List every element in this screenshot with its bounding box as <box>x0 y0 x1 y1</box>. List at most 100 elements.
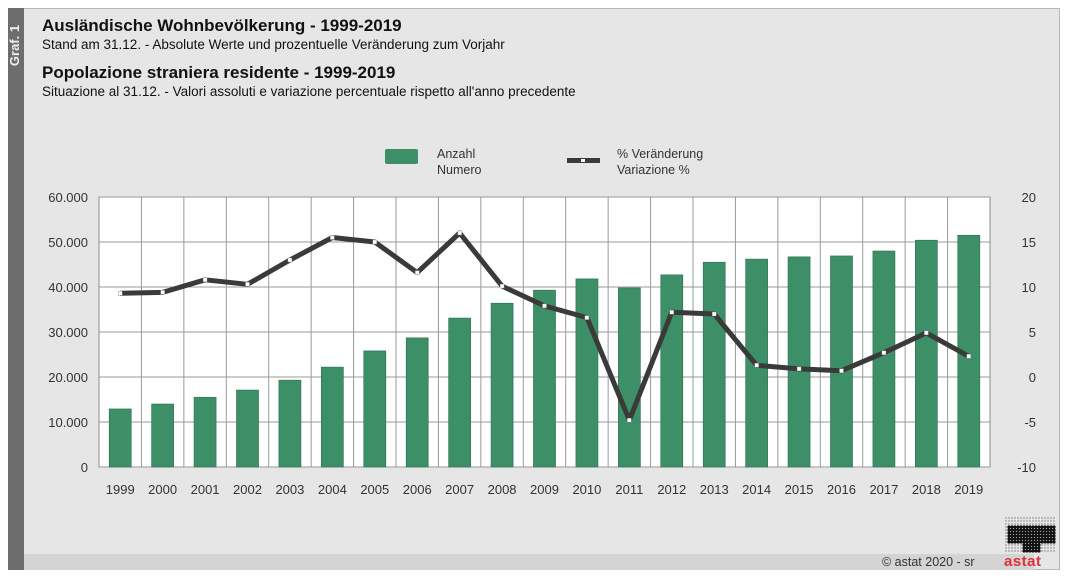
line-point-2019 <box>966 354 971 359</box>
logo-dot <box>1014 520 1016 522</box>
line-point-2000 <box>160 290 165 295</box>
logo-dot <box>1022 549 1026 553</box>
x-tick-label: 2003 <box>275 482 304 497</box>
logo-dot <box>1017 523 1019 525</box>
logo-dot <box>1037 534 1041 538</box>
logo-dot <box>1035 523 1037 525</box>
logo-dot <box>1052 534 1056 538</box>
left-tick-label: 10.000 <box>48 415 88 430</box>
logo-dot <box>1053 547 1055 549</box>
logo-dot <box>1025 525 1029 529</box>
line-point-2016 <box>839 368 844 373</box>
logo-dot <box>1007 534 1011 538</box>
logo-dot <box>1044 523 1046 525</box>
logo-dot <box>1013 534 1017 538</box>
x-tick-label: 2001 <box>191 482 220 497</box>
logo-dot <box>1022 537 1026 541</box>
logo-dot <box>1007 528 1011 532</box>
logo-dot <box>1040 540 1044 544</box>
bar-2015 <box>787 256 811 468</box>
logo-dot <box>1041 550 1043 552</box>
logo-dot <box>1026 517 1028 519</box>
x-tick-label: 2016 <box>827 482 856 497</box>
logo-dot <box>1022 531 1026 535</box>
logo-dot <box>1040 525 1044 529</box>
logo-dot <box>1034 540 1038 544</box>
astat-logo-text: astat <box>1004 553 1042 570</box>
logo-dot <box>1049 537 1053 541</box>
x-tick-label: 2011 <box>615 482 643 497</box>
legend: Anzahl Numero % Veränderung Variazione % <box>385 147 703 177</box>
logo-dot <box>1047 523 1049 525</box>
logo-dot <box>1050 517 1052 519</box>
logo-dot <box>1019 525 1023 529</box>
logo-dot <box>1047 550 1049 552</box>
logo-dot <box>1016 537 1020 541</box>
logo-dot <box>1019 540 1023 544</box>
logo-dot <box>1037 543 1041 547</box>
logo-dot <box>1037 525 1041 529</box>
logo-dot <box>1032 517 1034 519</box>
bar-1999 <box>108 408 132 468</box>
x-axis-ticks: 1999 2000 2001 2002 2003 2004 2005 2006 2007 2008… <box>106 482 983 497</box>
logo-dot <box>1034 543 1038 547</box>
logo-dot <box>1005 547 1007 549</box>
logo-dot <box>1023 520 1025 522</box>
logo-dot <box>1005 523 1007 525</box>
logo-dot <box>1016 525 1020 529</box>
logo-dot <box>1031 525 1035 529</box>
logo-dot <box>1022 546 1026 550</box>
logo-dot <box>1046 534 1050 538</box>
logo-dot <box>1013 540 1017 544</box>
logo-dot <box>1017 547 1019 549</box>
logo-dot <box>1049 534 1053 538</box>
line-point-2011 <box>627 418 632 423</box>
logo-dot <box>1005 535 1007 537</box>
logo-dot <box>1008 547 1010 549</box>
legend-line-marker <box>581 159 585 162</box>
footer-bar <box>24 554 1034 570</box>
logo-dot <box>1013 525 1017 529</box>
legend-bar-label-1: Anzahl <box>437 147 475 161</box>
line-point-2001 <box>202 277 208 282</box>
x-tick-label: 2017 <box>869 482 898 497</box>
logo-dot <box>1037 540 1041 544</box>
logo-dot <box>1034 537 1038 541</box>
chart-header: Ausländische Wohnbevölkerung - 1999-2019… <box>42 16 576 99</box>
left-tick-label: 0 <box>81 460 88 475</box>
line-point-2017 <box>881 350 887 355</box>
logo-dot <box>1010 540 1014 544</box>
logo-dot <box>1044 550 1046 552</box>
logo-dot <box>1028 534 1032 538</box>
logo-dot <box>1025 543 1029 547</box>
right-tick-label: -10 <box>1017 460 1036 475</box>
logo-dot <box>1053 523 1055 525</box>
logo-dot <box>1011 544 1013 546</box>
logo-dot <box>1016 531 1020 535</box>
logo-dot <box>1031 531 1035 535</box>
bar-2005 <box>363 350 387 468</box>
bar-2006 <box>405 337 429 468</box>
logo-dot <box>1010 525 1014 529</box>
logo-dot <box>1050 550 1052 552</box>
logo-dot <box>1031 540 1035 544</box>
line-point-2015 <box>796 366 802 372</box>
logo-dot <box>1025 546 1029 550</box>
logo-dot <box>1007 537 1011 541</box>
logo-dot <box>1019 531 1023 535</box>
logo-dot <box>1028 543 1032 547</box>
logo-dot <box>1041 547 1043 549</box>
bar-2000 <box>151 403 174 468</box>
logo-dot <box>1052 537 1056 541</box>
logo-dot <box>1031 534 1035 538</box>
logo-dot <box>1037 531 1041 535</box>
logo-dot <box>1046 531 1050 535</box>
logo-dot <box>1050 523 1052 525</box>
logo-dot <box>1019 534 1023 538</box>
logo-dot <box>1025 537 1029 541</box>
x-tick-label: 2013 <box>700 482 729 497</box>
bars <box>108 234 981 468</box>
x-tick-label: 2004 <box>318 482 347 497</box>
logo-dot <box>1028 525 1032 529</box>
